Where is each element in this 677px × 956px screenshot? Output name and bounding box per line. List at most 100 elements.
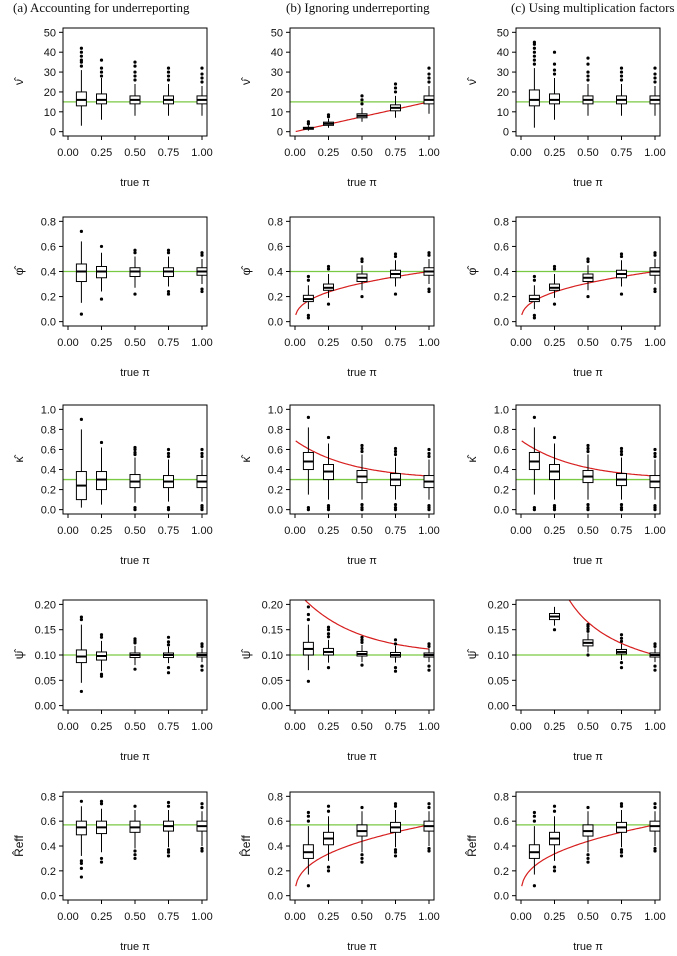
x-tick-label: 0.00 xyxy=(284,525,305,537)
outlier-point xyxy=(166,70,171,74)
x-tick-label: 0.50 xyxy=(351,721,372,733)
y-tick-label: 0.10 xyxy=(35,650,56,662)
x-axis-label: true π xyxy=(573,941,603,953)
outlier-point xyxy=(360,640,364,644)
y-axis-label: ψ̂ xyxy=(239,649,253,660)
box-0 xyxy=(302,120,314,131)
box-0 xyxy=(75,46,87,126)
x-tick-label: 0.75 xyxy=(385,721,406,733)
outlier-point xyxy=(79,64,83,68)
box-4 xyxy=(649,251,660,294)
x-tick-label: 0.50 xyxy=(124,911,145,923)
outlier-point xyxy=(532,58,537,62)
outlier-point xyxy=(133,248,137,252)
outlier-point xyxy=(532,40,537,44)
outlier-point xyxy=(586,629,590,633)
y-axis-label: κ̂ xyxy=(239,455,253,463)
y-tick-label: 0.8 xyxy=(268,216,283,228)
y-tick-label: 0.4 xyxy=(41,465,56,477)
outlier-point xyxy=(99,860,104,864)
outlier-point xyxy=(326,804,331,808)
outlier-point xyxy=(653,642,657,646)
x-tick-label: 0.25 xyxy=(318,337,339,349)
outlier-point xyxy=(166,854,171,858)
outlier-point xyxy=(393,669,398,673)
box-iqr xyxy=(528,89,540,107)
y-tick-label: 0.00 xyxy=(35,701,56,713)
box-1 xyxy=(323,435,334,512)
x-tick-label: 0.50 xyxy=(577,911,598,923)
outlier-point xyxy=(393,503,398,507)
outlier-point xyxy=(166,248,171,252)
outlier-point xyxy=(79,866,83,870)
x-tick-label: 0.00 xyxy=(57,337,78,349)
outlier-point xyxy=(200,287,204,291)
y-tick-label: 0.6 xyxy=(268,241,283,253)
y-tick-label: 0.20 xyxy=(262,599,283,611)
outlier-point xyxy=(532,884,537,888)
panel-c-nu: 0 10 20 30 40 50 0.00 0.25 0.50 0.75 1.00 true π ν̂ xyxy=(465,27,666,189)
y-tick-label: 0.0 xyxy=(494,317,509,329)
outlier-point xyxy=(427,72,431,76)
x-tick-label: 0.00 xyxy=(57,147,78,159)
box-1 xyxy=(96,244,107,301)
outlier-point xyxy=(653,664,657,668)
box-1 xyxy=(96,440,107,505)
outlier-point xyxy=(653,251,657,255)
outlier-point xyxy=(532,50,537,54)
outlier-point xyxy=(586,443,590,448)
outlier-point xyxy=(99,672,104,676)
outlier-point xyxy=(393,666,398,670)
x-tick-label: 1.00 xyxy=(191,525,212,537)
outlier-point xyxy=(166,66,171,70)
outlier-point xyxy=(427,66,431,70)
outlier-point xyxy=(586,653,590,657)
outlier-point xyxy=(99,244,104,249)
box-3 xyxy=(163,248,174,296)
outlier-point xyxy=(619,804,624,808)
box-1 xyxy=(549,435,560,512)
outlier-point xyxy=(326,113,331,117)
outlier-point xyxy=(393,506,398,510)
y-tick-label: 40 xyxy=(271,47,283,59)
outlier-point xyxy=(200,642,204,646)
outlier-point xyxy=(133,637,137,641)
outlier-point xyxy=(326,635,331,639)
x-axis-label: true π xyxy=(573,367,603,379)
outlier-point xyxy=(166,640,171,644)
y-tick-label: 0.6 xyxy=(41,816,56,828)
outlier-point xyxy=(133,251,137,255)
outlier-point xyxy=(619,78,624,82)
y-tick-label: 0.0 xyxy=(268,317,283,329)
x-tick-label: 1.00 xyxy=(191,337,212,349)
outlier-point xyxy=(619,850,624,854)
y-tick-label: 0.2 xyxy=(494,485,509,497)
outlier-point xyxy=(619,848,624,852)
x-tick-label: 0.75 xyxy=(611,337,632,349)
box-4 xyxy=(423,802,434,853)
y-tick-label: 0.4 xyxy=(494,267,509,279)
box-4 xyxy=(649,642,660,672)
x-tick-label: 0.25 xyxy=(91,525,112,537)
y-tick-label: 20 xyxy=(497,87,509,99)
outlier-point xyxy=(326,302,331,306)
box-0 xyxy=(528,415,540,512)
outlier-point xyxy=(166,643,171,647)
outlier-point xyxy=(619,74,624,78)
outlier-point xyxy=(653,504,657,508)
outlier-point xyxy=(79,417,83,421)
box-0 xyxy=(75,417,87,508)
x-tick-label: 0.75 xyxy=(385,525,406,537)
outlier-point xyxy=(166,635,171,639)
outlier-point xyxy=(326,264,331,269)
outlier-point xyxy=(393,452,398,457)
outlier-point xyxy=(133,506,137,510)
y-tick-label: 0.15 xyxy=(262,625,283,637)
outlier-point xyxy=(586,62,590,66)
outlier-point xyxy=(619,666,624,670)
y-tick-label: 0.0 xyxy=(494,505,509,517)
box-iqr xyxy=(96,471,107,491)
box-3 xyxy=(163,635,174,675)
x-tick-label: 0.00 xyxy=(284,147,305,159)
y-tick-label: 0.4 xyxy=(41,841,56,853)
